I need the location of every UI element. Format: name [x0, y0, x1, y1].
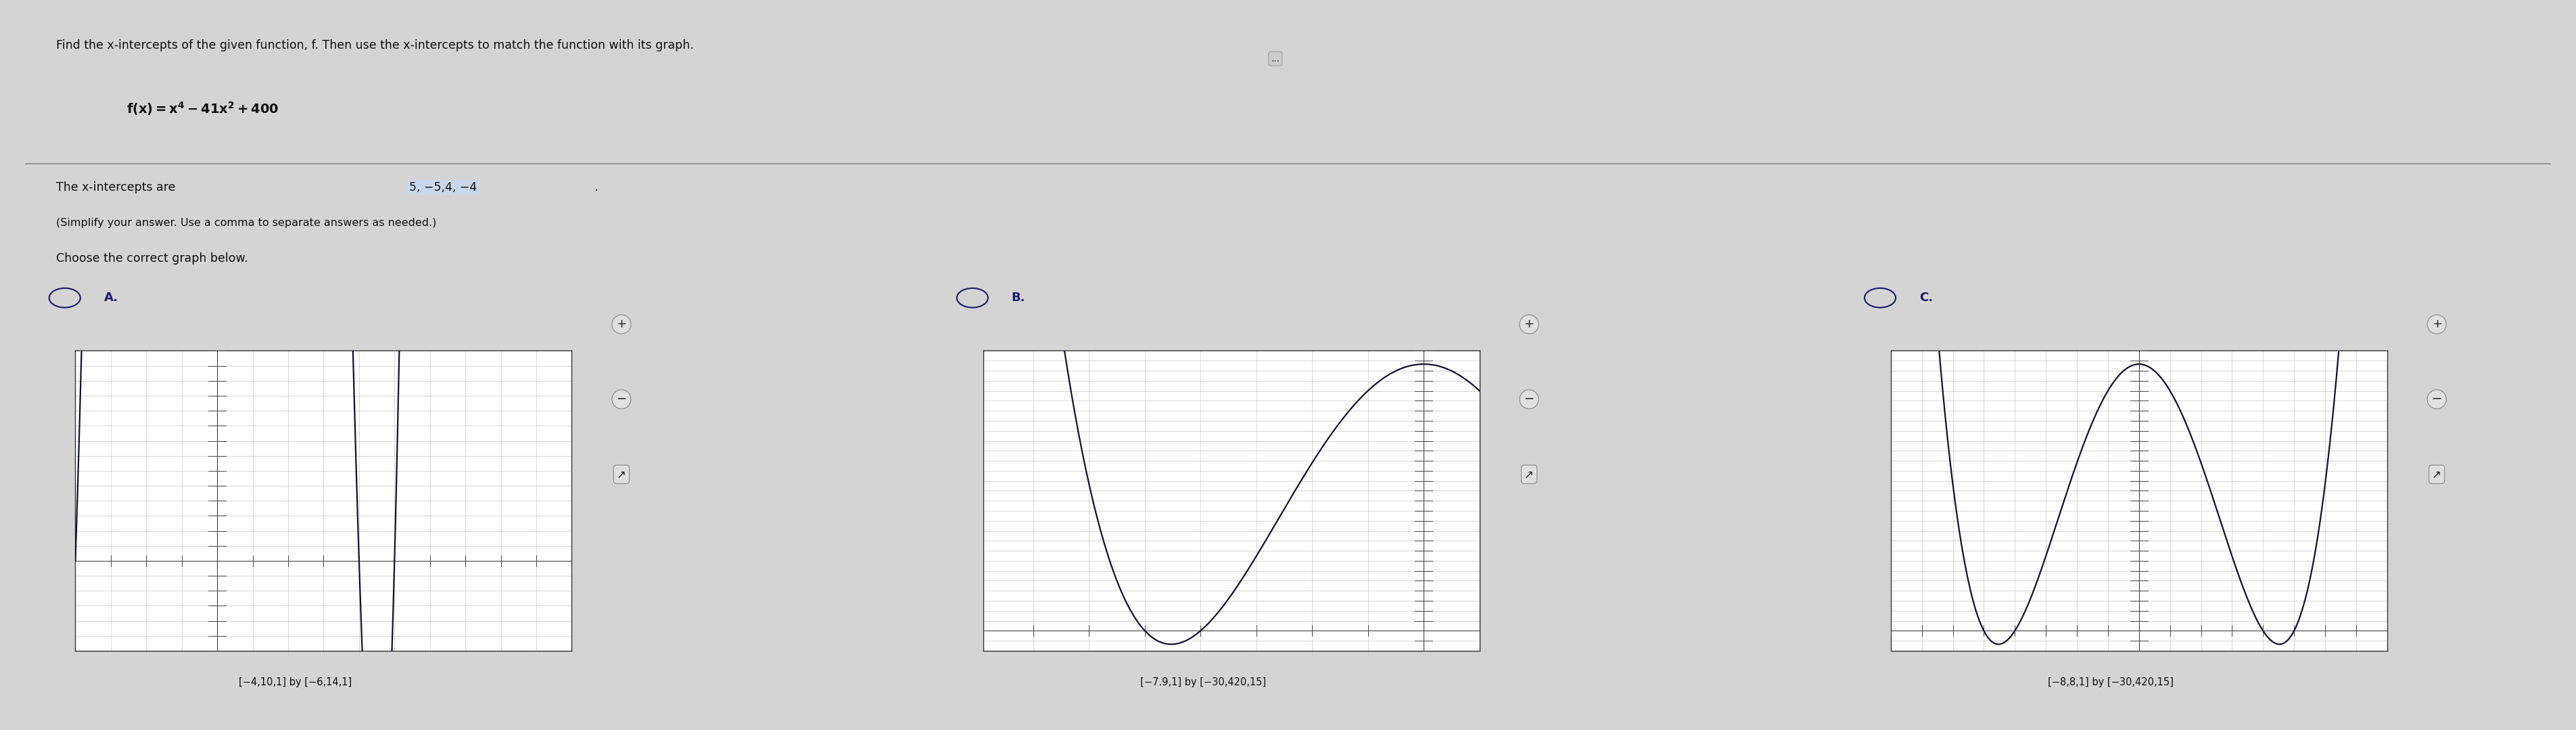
Text: $\mathbf{f(x)=x^{4}-41x^{2}+400}$: $\mathbf{f(x)=x^{4}-41x^{2}+400}$	[126, 100, 278, 118]
Text: Choose the correct graph below.: Choose the correct graph below.	[57, 253, 247, 264]
Text: [−4,10,1] by [−6,14,1]: [−4,10,1] by [−6,14,1]	[240, 677, 353, 688]
Text: −: −	[2432, 393, 2442, 405]
Text: C.: C.	[1919, 292, 1932, 304]
Text: ↗: ↗	[616, 468, 626, 480]
Text: +: +	[616, 318, 626, 331]
Text: [−8,8,1] by [−30,420,15]: [−8,8,1] by [−30,420,15]	[2048, 677, 2174, 688]
Text: ↗: ↗	[1525, 468, 1533, 480]
Text: .: .	[592, 181, 598, 193]
Text: A.: A.	[103, 292, 118, 304]
Text: (Simplify your answer. Use a comma to separate answers as needed.): (Simplify your answer. Use a comma to se…	[57, 218, 435, 228]
Text: −: −	[1525, 393, 1535, 405]
Text: [−7.9,1] by [−30,420,15]: [−7.9,1] by [−30,420,15]	[1141, 677, 1265, 688]
Text: The x-intercepts are: The x-intercepts are	[57, 181, 180, 193]
Text: +: +	[2432, 318, 2442, 331]
Text: +: +	[1525, 318, 1535, 331]
Text: ...: ...	[1270, 54, 1280, 64]
Text: ↗: ↗	[2432, 468, 2442, 480]
Text: −: −	[616, 393, 626, 405]
Text: B.: B.	[1012, 292, 1025, 304]
Text: Find the x-intercepts of the given function, f. Then use the x-intercepts to mat: Find the x-intercepts of the given funct…	[57, 39, 693, 51]
Text: 5, −5,4, −4: 5, −5,4, −4	[410, 181, 477, 193]
